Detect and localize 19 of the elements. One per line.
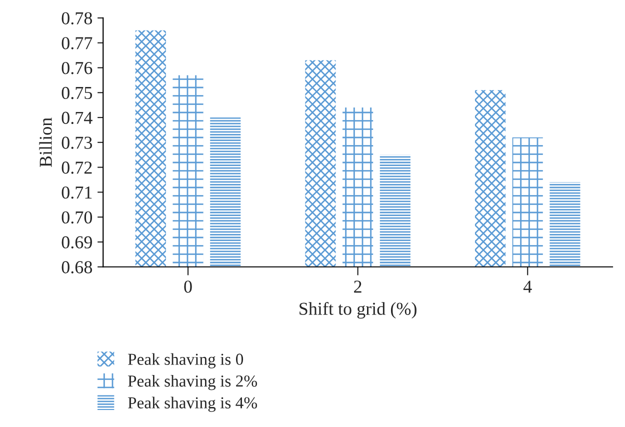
y-tick-label: 0.78 [62,12,92,24]
x-tick-label: 0 [184,280,192,293]
legend-label: Peak shaving is 2% [128,374,258,390]
x-axis-title: Shift to grid (%) [300,302,416,319]
y-tick-label: 0.76 [62,62,92,74]
y-tick-label: 0.73 [62,136,92,149]
y-tick-label: 0.69 [62,236,92,248]
y-tick-label: 0.74 [62,112,92,124]
x-tick-label: 2 [354,280,362,293]
x-tick-label: 4 [523,280,532,293]
y-tick-label: 0.70 [62,211,92,224]
y-tick-label: 0.72 [62,162,92,174]
y-tick-label: 0.75 [62,86,92,100]
y-tick-label: 0.77 [62,37,92,50]
y-axis-title: Billion [39,118,52,167]
legend-label: Peak shaving is 0 [128,353,244,368]
legend-label: Peak shaving is 4% [128,396,258,412]
y-tick-label: 0.68 [62,261,92,274]
y-tick-label: 0.71 [62,186,92,199]
